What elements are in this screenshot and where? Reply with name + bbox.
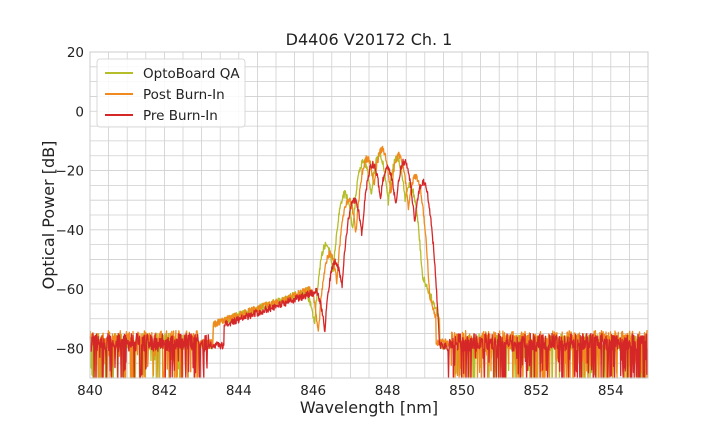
x-tick-label: 840 — [77, 383, 103, 399]
series-line — [89, 158, 649, 379]
chart-title: D4406 V20172 Ch. 1 — [286, 30, 453, 49]
x-tick-label: 844 — [226, 383, 252, 399]
legend-label: OptoBoard QA — [143, 66, 240, 82]
y-tick-label: −40 — [56, 223, 85, 239]
x-tick-label: 846 — [300, 383, 326, 399]
x-axis-label: Wavelength [nm] — [300, 398, 438, 417]
y-tick-label: 20 — [67, 45, 84, 61]
x-tick-label: 850 — [449, 383, 475, 399]
legend-box — [96, 58, 246, 128]
series-layer — [89, 145, 649, 379]
legend: OptoBoard QA Post Burn-In Pre Burn-In — [96, 58, 246, 128]
plot-frame — [89, 51, 649, 379]
y-tick-label: −60 — [56, 282, 85, 298]
x-tick-label: 852 — [524, 383, 550, 399]
x-tick-label: 854 — [598, 383, 624, 399]
y-axis-label: Optical Power [dB] — [39, 141, 58, 290]
legend-label: Post Burn-In — [143, 87, 225, 103]
y-tick-label: −20 — [56, 164, 85, 180]
tick-labels: 840 842 844 846 848 850 852 854 20 0 −20 −40 −60 −80 — [56, 45, 624, 399]
x-tick-label: 848 — [375, 383, 401, 399]
y-tick-label: 0 — [75, 104, 84, 120]
x-tick-label: 842 — [152, 383, 178, 399]
y-tick-label: −80 — [56, 341, 85, 357]
legend-label: Pre Burn-In — [143, 108, 218, 124]
